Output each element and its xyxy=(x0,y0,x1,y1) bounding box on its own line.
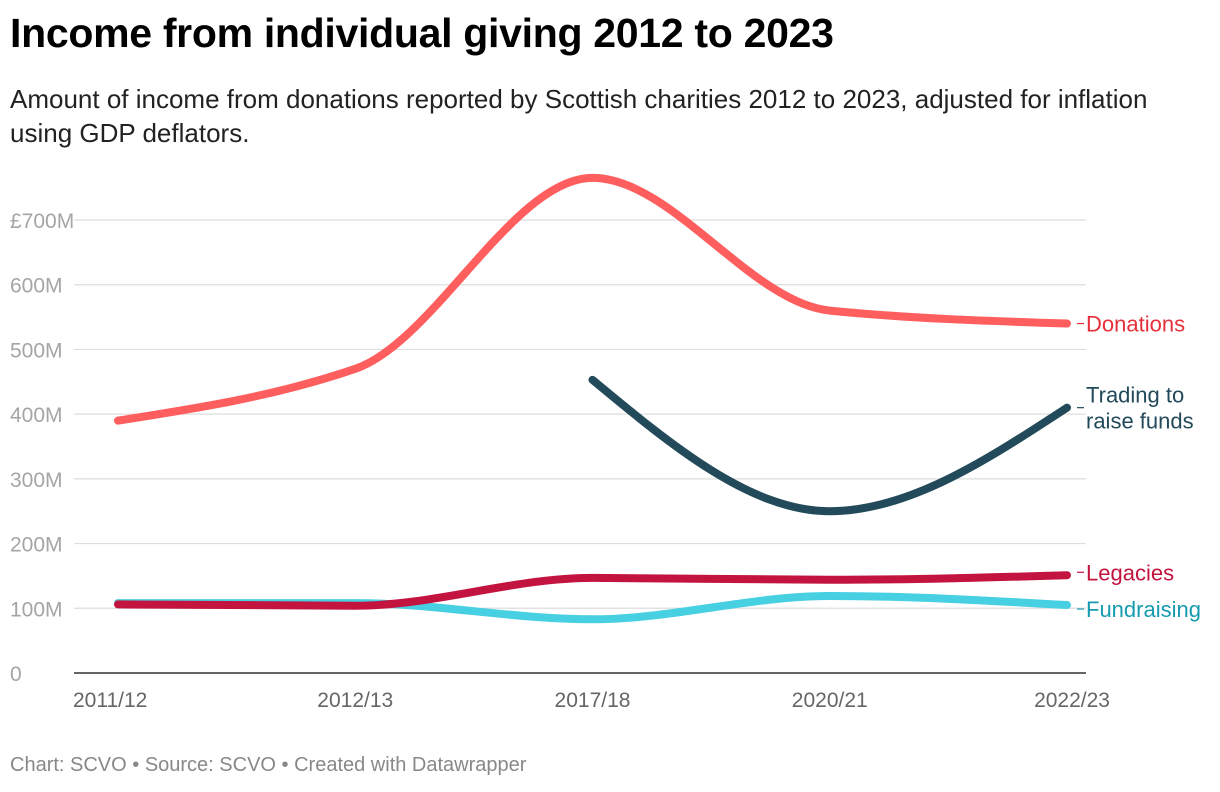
y-tick-label: 0 xyxy=(10,663,22,686)
chart-footer: Chart: SCVO • Source: SCVO • Created wit… xyxy=(10,754,527,776)
y-tick-label: 600M xyxy=(10,275,63,298)
y-tick-label: £700M xyxy=(10,210,74,233)
x-tick-label: 2022/23 xyxy=(1034,689,1110,712)
chart-title: Income from individual giving 2012 to 20… xyxy=(10,10,834,56)
x-tick-label: 2020/21 xyxy=(792,689,868,712)
y-tick-label: 300M xyxy=(10,469,63,492)
series-line-donations xyxy=(114,173,1071,425)
x-tick-label: 2017/18 xyxy=(555,689,631,712)
series-line-trading-to-raise-funds xyxy=(588,375,1071,516)
series-line-legacies xyxy=(114,571,1071,610)
series-label-trading-to-raise-funds: raise funds xyxy=(1086,409,1194,434)
y-tick-label: 400M xyxy=(10,404,63,427)
series-label-legacies: Legacies xyxy=(1086,560,1174,585)
series-label-fundraising: Fundraising xyxy=(1086,597,1201,622)
y-tick-label: 500M xyxy=(10,339,63,362)
series-label-trading-to-raise-funds: Trading to xyxy=(1086,383,1184,408)
y-tick-label: 100M xyxy=(10,598,63,621)
series-label-donations: Donations xyxy=(1086,312,1185,337)
chart-subtitle: Amount of income from donations reported… xyxy=(10,84,1148,148)
y-tick-label: 200M xyxy=(10,534,63,557)
x-tick-label: 2011/12 xyxy=(73,689,147,712)
x-tick-label: 2012/13 xyxy=(317,689,393,712)
